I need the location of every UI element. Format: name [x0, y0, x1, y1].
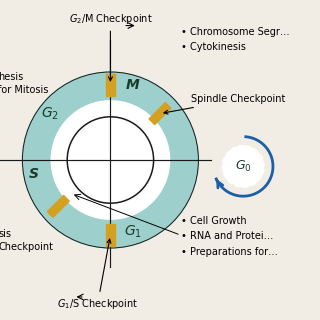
Polygon shape — [106, 74, 115, 96]
Text: M: M — [126, 78, 140, 92]
Text: Checkpoint: Checkpoint — [0, 242, 53, 252]
Text: hesis: hesis — [0, 72, 24, 82]
Polygon shape — [47, 196, 69, 217]
Text: sis: sis — [0, 228, 12, 239]
Text: • Chromosome Segr…: • Chromosome Segr… — [181, 27, 289, 37]
Polygon shape — [149, 103, 171, 124]
Text: $G_2$: $G_2$ — [41, 105, 59, 122]
Circle shape — [22, 72, 198, 248]
Text: • Preparations for…: • Preparations for… — [181, 246, 278, 257]
Text: $G_2$/M Checkpoint: $G_2$/M Checkpoint — [68, 12, 152, 81]
Circle shape — [51, 101, 170, 219]
Text: for Mitosis: for Mitosis — [0, 84, 49, 95]
Text: • RNA and Protei…: • RNA and Protei… — [181, 231, 273, 241]
Text: • Cytokinesis: • Cytokinesis — [181, 42, 246, 52]
Text: $G_1$/S Checkpoint: $G_1$/S Checkpoint — [57, 239, 138, 311]
Polygon shape — [106, 224, 115, 246]
Circle shape — [222, 146, 264, 187]
Text: $G_0$: $G_0$ — [235, 159, 252, 174]
Text: • Cell Growth: • Cell Growth — [181, 216, 246, 226]
Text: $G_1$: $G_1$ — [124, 224, 142, 240]
Circle shape — [67, 117, 154, 203]
Text: S: S — [28, 167, 39, 181]
Text: Spindle Checkpoint: Spindle Checkpoint — [164, 94, 286, 114]
